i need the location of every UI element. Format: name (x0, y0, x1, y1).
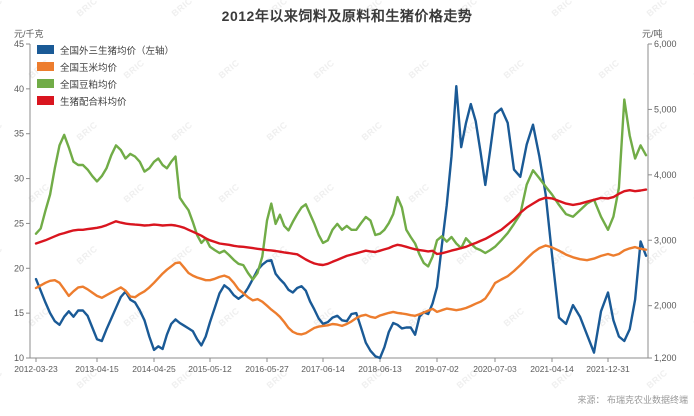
x-tick-label: 2012-03-23 (14, 364, 58, 374)
x-tick-label: 2020-07-03 (473, 364, 517, 374)
y-axis-unit-right: 元/吨 (642, 29, 663, 39)
y-right-tick-label: 6,000 (654, 39, 677, 49)
y-left-tick-label: 40 (14, 84, 24, 94)
y-right-tick-label: 2,000 (654, 301, 677, 311)
x-tick-label: 2014-04-25 (132, 364, 176, 374)
x-tick-label: 2015-05-12 (188, 364, 232, 374)
legend-label-soybean-meal-price: 全国豆粕均价 (60, 79, 118, 91)
legend: 全国外三生猪均价（左轴） 全国玉米均价 全国豆粕均价 生猪配合料均价 (37, 41, 174, 109)
x-tick-label: 2021-04-14 (530, 364, 574, 374)
legend-label-corn-price: 全国玉米均价 (60, 62, 118, 74)
legend-label-compound-feed-price: 生猪配合料均价 (60, 96, 127, 108)
legend-item-soybean-meal-price: 全国豆粕均价 (37, 75, 174, 92)
x-tick-label: 2013-04-15 (75, 364, 119, 374)
y-left-tick-label: 20 (14, 263, 24, 273)
legend-label-hog-price: 全国外三生猪均价（左轴） (60, 45, 175, 57)
source-caption: 来源： 布瑞克农业数据终端 (577, 395, 688, 405)
legend-swatch-soybean-meal-price (37, 79, 54, 88)
x-tick-label: 2016-05-27 (245, 364, 289, 374)
legend-swatch-compound-feed-price (37, 96, 54, 105)
series-line-corn-price (34, 244, 648, 336)
y-left-tick-label: 35 (14, 129, 24, 139)
legend-swatch-hog-price (37, 45, 54, 54)
series-line-compound-feed-price (34, 188, 648, 267)
chart-title: 2012年以来饲料及原料和生猪价格走势 (221, 8, 473, 24)
y-right-tick-label: 3,000 (654, 235, 677, 245)
y-left-tick-label: 15 (14, 308, 24, 318)
x-tick-label: 2018-06-13 (358, 364, 402, 374)
y-right-tick-label: 5,000 (654, 104, 677, 114)
y-left-tick-label: 30 (14, 174, 24, 184)
series-line-soybean-meal-price (34, 98, 648, 281)
legend-item-compound-feed-price: 生猪配合料均价 (37, 92, 174, 109)
y-left-tick-label: 10 (14, 353, 24, 363)
x-tick-label: 2019-07-02 (415, 364, 459, 374)
x-tick-label: 2021-12-31 (586, 364, 630, 374)
y-right-tick-label: 4,000 (654, 170, 677, 180)
legend-item-hog-price: 全国外三生猪均价（左轴） (37, 41, 174, 58)
y-left-tick-label: 25 (14, 218, 24, 228)
y-axis-unit-left: 元/千克 (14, 29, 44, 39)
legend-item-corn-price: 全国玉米均价 (37, 58, 174, 75)
legend-swatch-corn-price (37, 62, 54, 71)
x-tick-label: 2017-06-14 (301, 364, 345, 374)
series-line-hog-price (34, 85, 648, 360)
y-left-tick-label: 45 (14, 39, 24, 49)
y-right-tick-label: 1,200 (654, 353, 677, 363)
